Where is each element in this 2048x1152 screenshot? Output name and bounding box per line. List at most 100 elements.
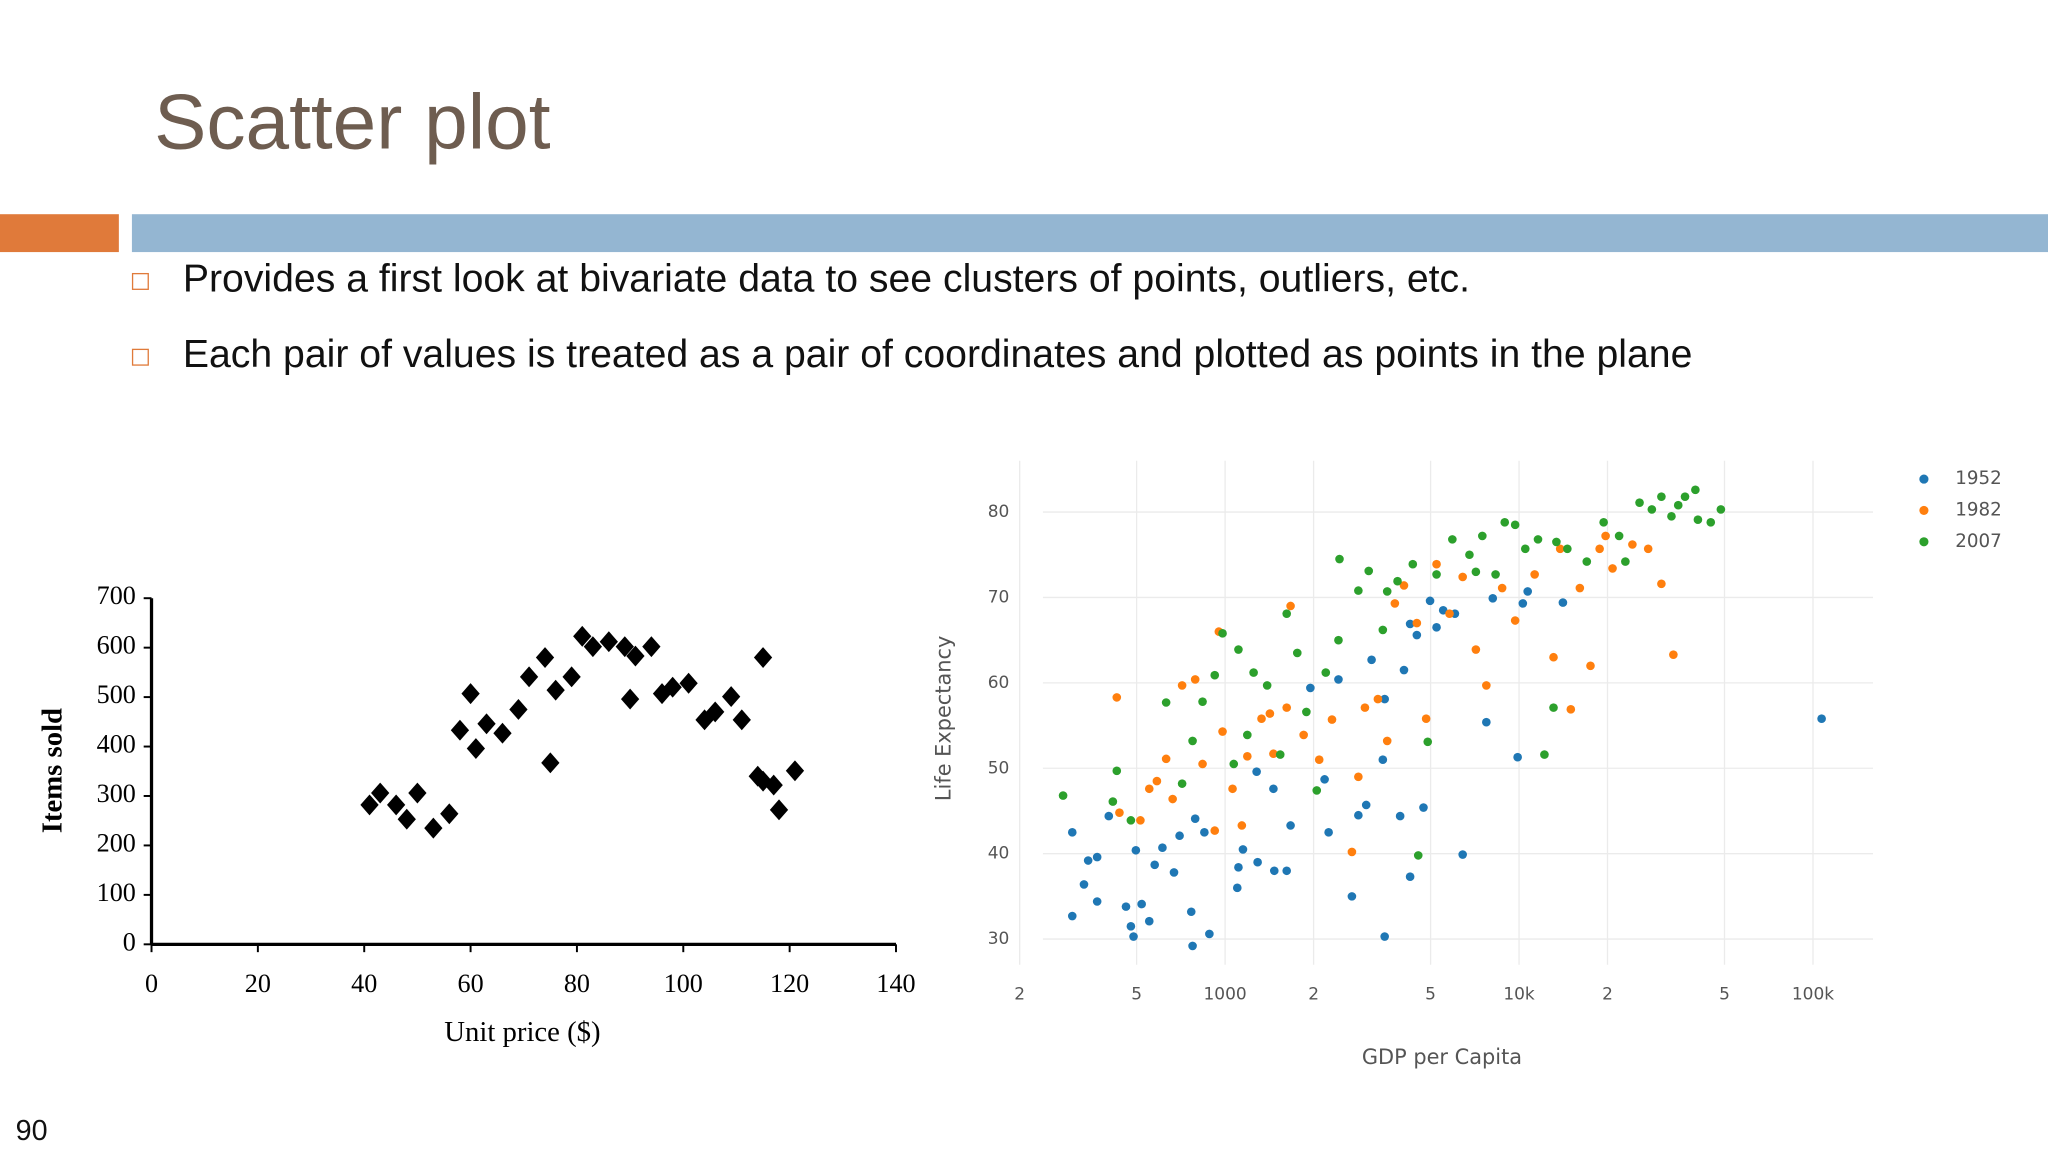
point	[1373, 694, 1383, 704]
point	[1169, 868, 1179, 877]
point	[1693, 515, 1703, 525]
point	[1265, 709, 1275, 718]
point	[1367, 655, 1376, 665]
x-tick-label: 140	[876, 969, 915, 998]
point	[1614, 531, 1624, 541]
legend-swatch	[1919, 537, 1929, 547]
point	[642, 636, 661, 658]
point	[1558, 598, 1568, 607]
slide-title: Scatter plot	[154, 78, 551, 166]
point	[1667, 512, 1676, 521]
x-tick-label: 5	[1425, 985, 1436, 1005]
point	[1575, 583, 1585, 593]
point	[1198, 697, 1207, 706]
point	[1238, 845, 1248, 854]
point	[1419, 803, 1428, 812]
header-bar	[131, 214, 2048, 253]
point	[1190, 814, 1200, 823]
point	[1324, 828, 1333, 837]
point	[1393, 576, 1402, 586]
point	[1423, 737, 1433, 747]
x-tick-label: 100	[664, 969, 703, 998]
chart-left: 0 100 200 300 400 500 600 700 0 20 40 60 80 100 120 140…	[36, 581, 915, 1048]
point	[1161, 698, 1171, 707]
x-tick-label: 1000	[1204, 985, 1247, 1005]
point	[1083, 856, 1093, 865]
point	[1286, 601, 1295, 611]
point	[1510, 520, 1520, 530]
point	[1335, 554, 1344, 564]
x-tick-label: 40	[351, 969, 377, 998]
point	[1563, 544, 1572, 554]
point	[461, 683, 480, 705]
point	[1312, 786, 1322, 795]
x-tick-label: 2	[1602, 985, 1613, 1005]
point	[1067, 828, 1077, 837]
point	[1566, 705, 1576, 714]
point	[397, 808, 416, 830]
point	[583, 636, 603, 658]
point	[1306, 683, 1315, 693]
point	[1478, 531, 1487, 541]
point	[1188, 736, 1197, 746]
point	[1126, 816, 1136, 825]
point	[1628, 540, 1637, 549]
point	[1540, 750, 1549, 759]
point	[1175, 831, 1184, 841]
point	[1673, 500, 1683, 510]
point	[753, 647, 773, 668]
point	[535, 647, 555, 668]
point	[440, 803, 459, 825]
point	[573, 625, 592, 647]
point	[1257, 714, 1266, 724]
point	[1647, 505, 1657, 514]
point	[1168, 794, 1177, 804]
point	[1380, 694, 1389, 704]
point	[1292, 648, 1302, 658]
point	[1817, 714, 1826, 724]
point	[493, 722, 512, 744]
point	[1158, 843, 1167, 853]
point	[1150, 860, 1160, 870]
point	[1380, 932, 1389, 941]
point	[1354, 810, 1363, 820]
point	[1104, 811, 1114, 821]
point	[1432, 570, 1441, 579]
point	[1190, 675, 1200, 684]
point	[1302, 707, 1311, 717]
point	[1262, 681, 1272, 690]
point	[1314, 755, 1324, 765]
point	[1144, 784, 1154, 794]
point	[1378, 755, 1388, 765]
point	[1121, 902, 1131, 911]
point	[1205, 929, 1214, 939]
axis-title: Life Expectancy	[931, 636, 955, 801]
accent-bar	[0, 214, 119, 253]
point	[1253, 857, 1262, 867]
point	[1378, 625, 1388, 635]
point	[1533, 535, 1543, 544]
point	[1137, 899, 1146, 909]
point	[1412, 630, 1422, 640]
point	[732, 709, 751, 731]
point	[541, 752, 560, 774]
point	[408, 782, 427, 804]
point	[1520, 544, 1530, 554]
point	[1354, 586, 1363, 595]
legend-label: 1952	[1955, 468, 2002, 489]
bullet-text: Provides a first look at bivariate data …	[182, 257, 1471, 301]
point	[1382, 736, 1392, 746]
point	[1131, 845, 1141, 855]
y-tick-label: 50	[988, 758, 1010, 778]
point	[1058, 791, 1068, 800]
y-tick-label: 500	[97, 680, 136, 709]
point	[1108, 797, 1118, 806]
point	[1252, 767, 1261, 776]
legend-swatch	[1919, 505, 1929, 516]
point	[1601, 531, 1610, 541]
point	[1448, 535, 1457, 544]
point	[769, 799, 789, 821]
point	[1232, 883, 1242, 893]
y-tick-label: 700	[97, 581, 136, 610]
point	[1518, 599, 1528, 608]
